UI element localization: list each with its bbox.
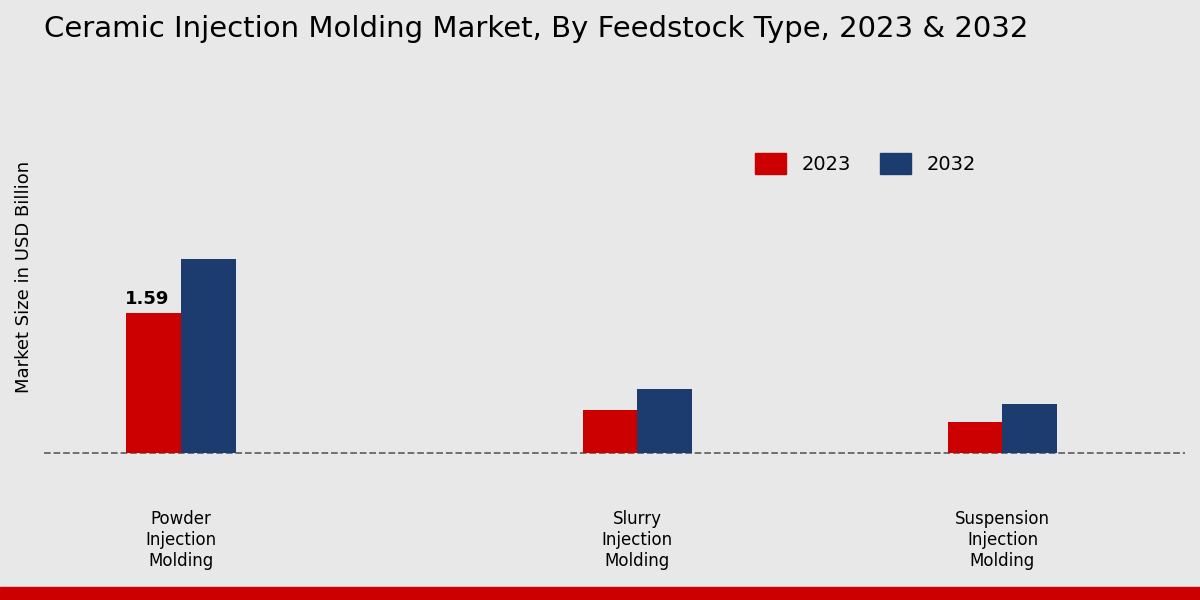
- Legend: 2023, 2032: 2023, 2032: [748, 145, 984, 182]
- Bar: [637, 389, 692, 452]
- Text: 1.59: 1.59: [125, 290, 169, 308]
- Text: Ceramic Injection Molding Market, By Feedstock Type, 2023 & 2032: Ceramic Injection Molding Market, By Fee…: [44, 15, 1028, 43]
- Bar: [948, 422, 1002, 452]
- Bar: [181, 259, 235, 452]
- Y-axis label: Market Size in USD Billion: Market Size in USD Billion: [14, 160, 34, 392]
- Bar: [1002, 404, 1057, 452]
- Bar: [583, 410, 637, 452]
- Bar: [126, 313, 181, 452]
